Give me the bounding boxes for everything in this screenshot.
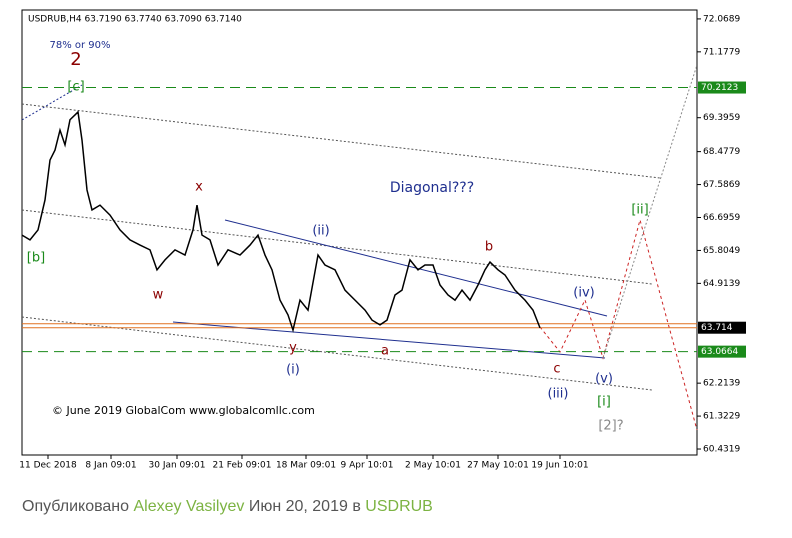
y-tick-label: 67.5869 <box>703 180 740 190</box>
y-tick-label: 68.4779 <box>703 147 740 157</box>
footer-symbol[interactable]: USDRUB <box>365 498 433 515</box>
x-tick-label: 27 May 10:01 <box>467 461 529 471</box>
footer-author[interactable]: Alexey Vasilyev <box>133 498 245 515</box>
symbol-header: USDRUB,H4 63.7190 63.7740 63.7090 63.714… <box>28 15 242 25</box>
chart: USDRUB,H4 63.7190 63.7740 63.7090 63.714… <box>19 9 746 471</box>
wave-label: [ii] <box>631 203 648 218</box>
level-label-bg <box>698 345 746 358</box>
wave-label: 78% or 90% <box>49 40 110 51</box>
wave-label: (ii) <box>312 224 329 239</box>
wave-label: c <box>553 362 560 377</box>
y-tick-label: 72.0689 <box>703 14 740 24</box>
footer: Опубликовано Alexey Vasilyev Июн 20, 201… <box>22 498 433 516</box>
x-tick-label: 2 May 10:01 <box>405 461 461 471</box>
wave-label: 2 <box>70 49 81 70</box>
footer-date: Июн 20, 2019 в <box>248 498 361 515</box>
y-tick-label: 62.2139 <box>703 379 740 389</box>
price-series <box>21 110 541 333</box>
y-tick-label: 61.3229 <box>703 412 740 422</box>
wave-label: [i] <box>597 395 611 410</box>
price-label: 63.714 <box>701 323 733 333</box>
wave-label: y <box>289 341 297 356</box>
wave-label: x <box>195 180 203 195</box>
y-tick-label: 65.8049 <box>703 246 740 256</box>
wave-label: b <box>485 240 493 255</box>
x-tick-label: 30 Jan 09:01 <box>149 461 206 471</box>
wave-label: (iii) <box>548 387 569 402</box>
wave-label: © June 2019 GlobalCom www.globalcomllc.c… <box>52 404 315 417</box>
wave-label: a <box>381 344 389 359</box>
wave-label: (i) <box>286 363 300 378</box>
footer-prefix: Опубликовано <box>22 498 130 515</box>
wave-label: (v) <box>595 372 613 387</box>
x-tick-label: 9 Apr 10:01 <box>341 461 394 471</box>
plot-frame <box>21 9 698 456</box>
level-label: 63.0664 <box>701 347 738 357</box>
page: USDRUB,H4 63.7190 63.7740 63.7090 63.714… <box>19 9 746 515</box>
level-label: 70.2123 <box>701 83 738 93</box>
y-tick-label: 60.4319 <box>703 445 740 455</box>
wave-label: [c] <box>67 80 84 95</box>
y-tick-label: 71.1779 <box>703 47 740 57</box>
drawings <box>21 64 698 431</box>
x-tick-label: 11 Dec 2018 <box>19 461 77 471</box>
x-tick-label: 19 Jun 10:01 <box>531 461 588 471</box>
x-tick-label: 18 Mar 09:01 <box>276 461 336 471</box>
wave-label: (iv) <box>573 286 594 301</box>
wave-label: [b] <box>27 251 45 266</box>
y-tick-label: 64.9139 <box>703 279 740 289</box>
wave-label: [2]? <box>598 419 623 434</box>
y-tick-label: 69.3959 <box>703 113 740 123</box>
x-tick-label: 8 Jan 09:01 <box>85 461 136 471</box>
x-tick-label: 21 Feb 09:01 <box>212 461 271 471</box>
level-label-bg <box>698 81 746 94</box>
wave-label: w <box>153 288 164 303</box>
y-tick-label: 66.6959 <box>703 213 740 223</box>
wave-label: Diagonal??? <box>390 180 474 196</box>
price-label-bg <box>698 321 746 334</box>
